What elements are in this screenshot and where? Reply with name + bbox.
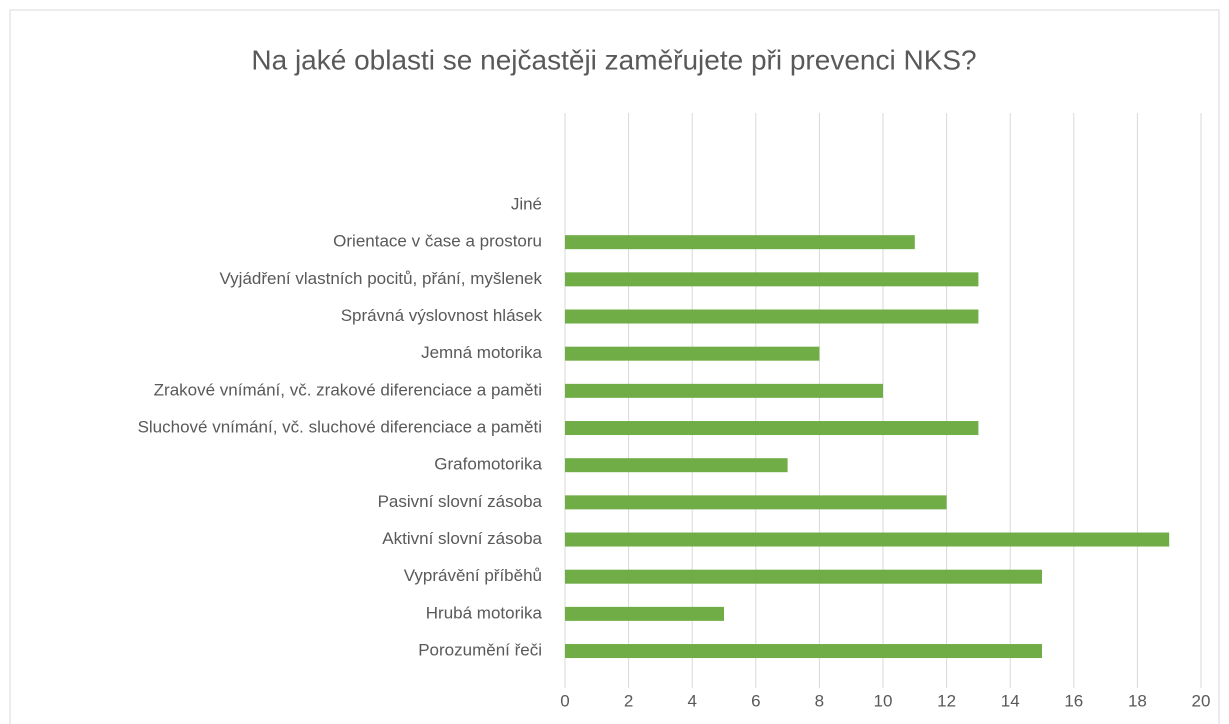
y-tick-label: Správná výslovnost hlásek [341,306,543,325]
y-tick-label: Jemná motorika [421,343,542,362]
bar [565,235,915,250]
bar [565,309,979,324]
x-tick-label: 10 [874,691,893,710]
y-tick-label: Pasivní slovní zásoba [378,492,543,511]
x-tick-label: 12 [937,691,956,710]
y-tick-label: Vyprávění příběhů [404,566,542,585]
x-tick-label: 18 [1128,691,1147,710]
chart-border [9,9,1220,724]
x-tick-label: 14 [1001,691,1020,710]
bar [565,383,883,398]
y-tick-label: Porozumění řeči [418,641,542,660]
bar [565,458,788,473]
bar [565,421,979,436]
bar [565,606,724,621]
chart-title: Na jaké oblasti se nejčastěji zaměřujete… [251,44,976,75]
y-tick-label: Orientace v čase a prostoru [333,232,542,251]
bar [565,272,979,287]
x-tick-label: 16 [1064,691,1083,710]
bar [565,532,1170,547]
x-tick-label: 2 [624,691,633,710]
bar [565,495,947,510]
y-tick-label: Vyjádření vlastních pocitů, přání, myšle… [219,269,542,288]
x-tick-label: 6 [751,691,760,710]
y-tick-label: Jiné [511,194,542,213]
bar [565,644,1042,659]
x-tick-label: 0 [560,691,569,710]
y-tick-label: Hrubá motorika [426,603,543,622]
y-tick-label: Sluchové vnímání, vč. sluchové diferenci… [138,418,542,437]
y-tick-label: Grafomotorika [434,455,542,474]
x-tick-label: 8 [815,691,824,710]
x-tick-label: 20 [1192,691,1211,710]
x-tick-label: 4 [687,691,696,710]
y-tick-label: Zrakové vnímání, vč. zrakové diferenciac… [154,380,542,399]
y-tick-label: Aktivní slovní zásoba [382,529,542,548]
bar [565,569,1042,584]
bar [565,346,820,361]
